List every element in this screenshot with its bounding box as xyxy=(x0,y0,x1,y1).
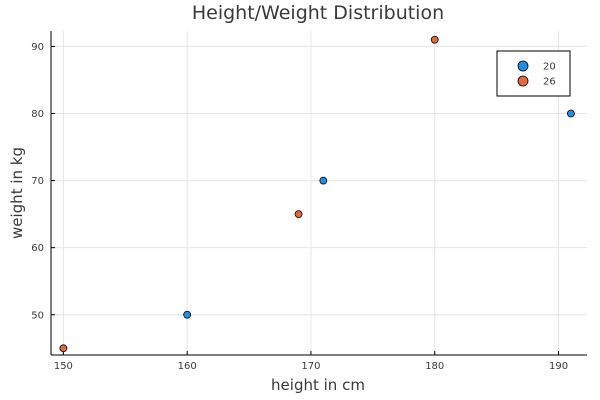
x-tick-label: 160 xyxy=(178,361,197,372)
x-tick-label: 190 xyxy=(549,361,568,372)
y-tick-label: 90 xyxy=(31,42,44,53)
x-tick-label: 180 xyxy=(425,361,444,372)
data-point-series-20 xyxy=(183,310,192,319)
x-axis-label: height in cm xyxy=(271,376,365,394)
y-tick-label: 60 xyxy=(31,243,44,254)
data-points xyxy=(59,35,575,353)
ticks: 150 160 170 180 190 50 60 70 80 90 xyxy=(31,42,568,372)
legend-marker xyxy=(517,60,529,72)
legend-label: 26 xyxy=(543,77,556,88)
x-tick-label: 170 xyxy=(301,361,320,372)
data-point-series-20 xyxy=(319,176,328,185)
legend-label: 20 xyxy=(543,62,556,73)
y-tick-label: 80 xyxy=(31,109,44,120)
data-point-series-26 xyxy=(294,210,303,219)
y-tick-label: 50 xyxy=(31,310,44,321)
data-point-series-26 xyxy=(59,344,68,353)
axes xyxy=(50,31,587,356)
legend-marker xyxy=(517,75,529,87)
x-tick-label: 150 xyxy=(54,361,73,372)
chart-title: Height/Weight Distribution xyxy=(192,2,444,24)
y-tick-label: 70 xyxy=(31,176,44,187)
grid xyxy=(51,31,587,355)
data-point-series-26 xyxy=(430,35,439,44)
y-axis-label: weight in kg xyxy=(8,147,26,239)
legend-box xyxy=(496,50,571,97)
data-point-series-20 xyxy=(567,109,575,118)
